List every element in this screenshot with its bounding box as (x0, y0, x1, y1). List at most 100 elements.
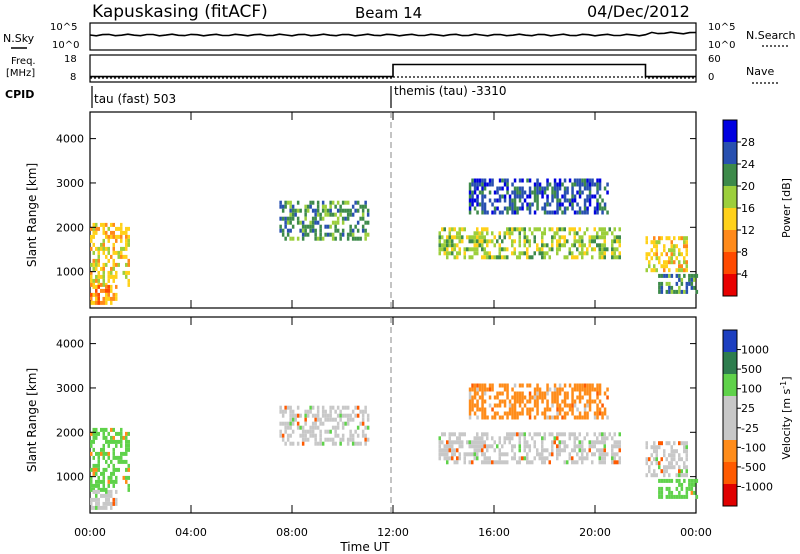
velocity-echo-cell (538, 432, 541, 437)
power-echo-cell (279, 224, 282, 229)
velocity-echo-cell (95, 435, 98, 440)
velocity-echo-cell (448, 440, 451, 445)
velocity-echo-cell (289, 425, 292, 430)
velocity-echo-cell (665, 478, 669, 483)
power-echo-cell (446, 247, 449, 252)
power-echo-cell (112, 274, 115, 279)
velocity-echo-cell (339, 417, 342, 422)
power-echo-cell (105, 292, 108, 297)
power-echo-cell (588, 182, 592, 187)
power-echo-cell (541, 239, 544, 244)
power-echo-cell (655, 244, 658, 249)
velocity-echo-cell (120, 435, 123, 440)
velocity-echo-cell (655, 445, 658, 450)
power-echo-cell (451, 227, 454, 232)
velocity-echo-cell (446, 456, 449, 461)
power-echo-cell (543, 227, 546, 232)
power-echo-cell (448, 251, 451, 256)
velocity-echo-cell (331, 437, 335, 442)
velocity-echo-cell (446, 452, 449, 457)
power-echo-cell (483, 227, 486, 232)
power-echo-cell (511, 206, 514, 211)
velocity-echo-cell (508, 436, 511, 441)
power-echo-cell (451, 247, 454, 252)
velocity-echo-cell (668, 473, 671, 478)
velocity-echo-cell (473, 440, 476, 445)
power-echo-cell (526, 206, 529, 211)
power-echo-cell (291, 212, 295, 217)
power-echo-cell (508, 202, 512, 207)
velocity-echo-cell (603, 407, 607, 412)
velocity-echo-cell (493, 395, 497, 400)
power-echo-cell (473, 206, 477, 211)
power-echo-cell (618, 235, 621, 240)
velocity-echo-cell (296, 441, 300, 446)
velocity-echo-cell (675, 461, 678, 466)
power-echo-cell (112, 296, 115, 301)
power-echo-cell (341, 232, 345, 237)
power-echo-cell (463, 255, 466, 260)
velocity-echo-cell (486, 456, 489, 461)
power-echo-cell (601, 255, 604, 260)
power-echo-cell (319, 228, 322, 233)
velocity-echo-cell (304, 433, 307, 438)
nsky-tick-bottom: 10^0 (52, 40, 79, 51)
velocity-echo-cell (526, 460, 529, 465)
velocity-echo-cell (518, 432, 521, 437)
power-echo-cell (533, 190, 537, 195)
power-echo-cell (591, 239, 594, 244)
power-echo-cell (120, 234, 123, 239)
velocity-echo-cell (561, 387, 564, 392)
velocity-echo-cell (653, 449, 656, 454)
power-echo-cell (478, 243, 481, 248)
power-echo-cell (571, 227, 574, 232)
velocity-echo-cell (289, 433, 292, 438)
velocity-echo-cell (556, 399, 559, 404)
power-echo-cell (663, 264, 666, 269)
velocity-echo-cell (319, 437, 322, 442)
velocity-echo-cell (516, 415, 519, 420)
velocity-echo-cell (110, 427, 113, 432)
velocity-echo-cell (501, 415, 504, 420)
power-echo-cell (105, 254, 108, 259)
power-echo-cell (593, 235, 596, 240)
velocity-echo-cell (286, 437, 290, 442)
power-echo-cell (583, 210, 587, 215)
velocity-echo-cell (341, 433, 345, 438)
velocity-echo-cell (596, 415, 599, 420)
power-echo-cell (501, 194, 504, 199)
velocity-echo-cell (451, 448, 454, 453)
power-echo-cell (446, 255, 449, 260)
power-echo-cell (127, 226, 130, 231)
power-echo-cell (516, 186, 519, 191)
velocity-echo-cell (316, 441, 320, 446)
velocity-echo-cell (513, 383, 517, 388)
velocity-echo-cell (548, 415, 552, 420)
velocity-echo-cell (508, 399, 512, 404)
velocity-echo-cell (650, 453, 653, 458)
power-echo-cell (473, 247, 476, 252)
power-echo-cell (281, 204, 285, 209)
power-echo-cell (296, 200, 300, 205)
velocity-echo-cell (601, 415, 604, 420)
velocity-echo-cell (568, 383, 572, 388)
velocity-echo-cell (673, 457, 676, 462)
velocity-echo-cell (100, 487, 103, 492)
power-echo-cell (483, 178, 487, 183)
power-echo-cell (284, 224, 287, 229)
velocity-echo-cell (653, 473, 656, 478)
velocity-echo-cell (528, 460, 531, 465)
power-echo-cell (491, 182, 494, 187)
power-echo-cell (541, 235, 544, 240)
velocity-echo-cell (593, 432, 596, 437)
power-echo-cell (491, 178, 494, 183)
power-echo-cell (483, 206, 487, 211)
velocity-echo-cell (528, 383, 532, 388)
power-echo-cell (473, 243, 476, 248)
velocity-echo-cell (521, 432, 524, 437)
power-echo-cell (491, 202, 494, 207)
velocity-echo-cell (655, 457, 658, 462)
power-echo-cell (319, 224, 322, 229)
velocity-echo-cell (284, 429, 287, 434)
velocity-echo-cell (523, 403, 527, 408)
